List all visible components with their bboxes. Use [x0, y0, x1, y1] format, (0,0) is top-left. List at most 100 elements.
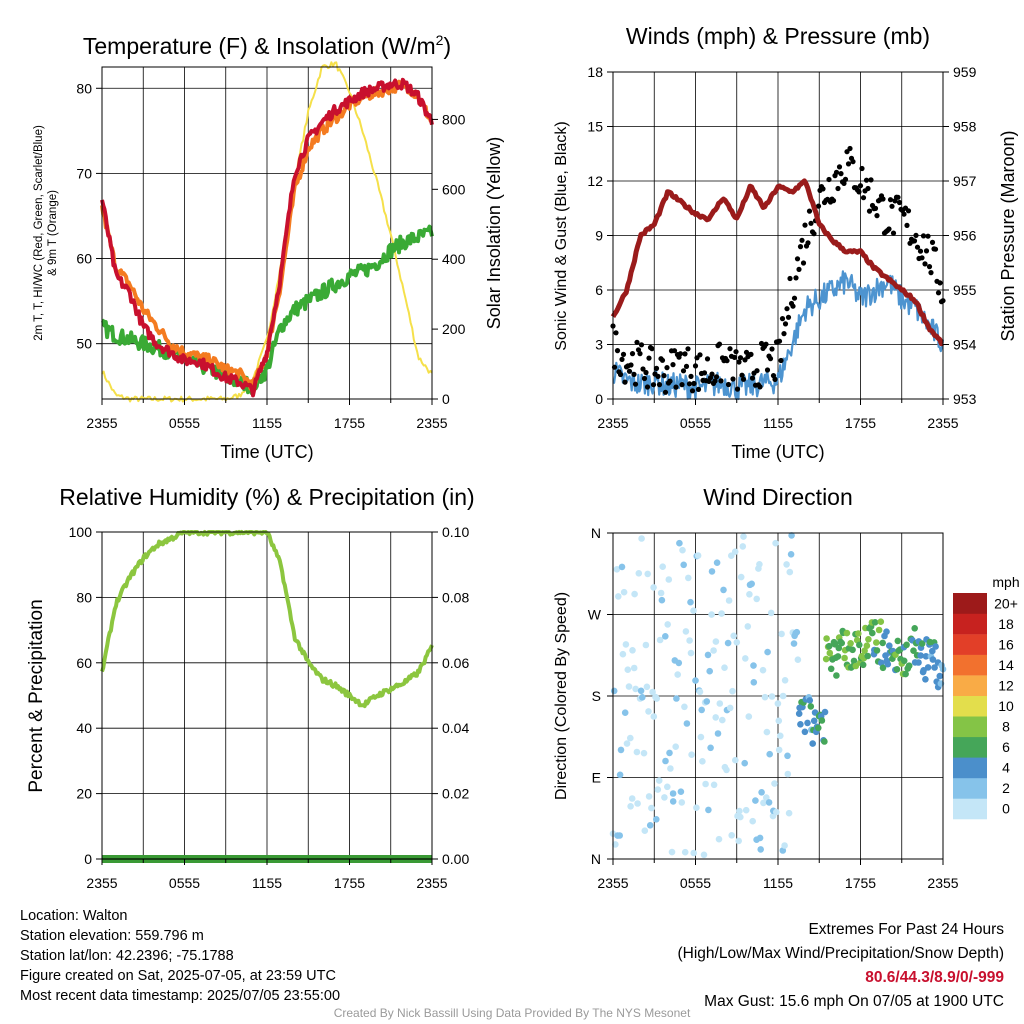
y-tick-label-left: 100	[69, 524, 93, 540]
wind-panel-title: Winds (mph) & Pressure (mb)	[626, 23, 930, 49]
temp-ylabel-left-2: & 9m T (Orange)	[47, 190, 59, 276]
direction-point	[879, 639, 886, 647]
gust-point	[874, 213, 880, 219]
y-tick-label-left: 40	[76, 720, 92, 736]
y-tick-label-left: 80	[76, 80, 92, 96]
gust-point	[655, 373, 661, 379]
gust-point	[935, 290, 942, 296]
direction-point	[634, 800, 641, 807]
x-tick-label: 1155	[252, 875, 282, 891]
extremes-box: Extremes For Past 24 Hours (High/Low/Max…	[678, 918, 1005, 1014]
direction-point	[679, 546, 686, 554]
colorbar-label: 12	[998, 678, 1014, 694]
gust-point	[811, 231, 817, 237]
direction-point	[637, 687, 645, 695]
x-tick-label: 2355	[86, 415, 117, 431]
direction-point	[686, 637, 693, 644]
direction-point	[801, 728, 809, 736]
y-tick-label-left: 9	[595, 228, 603, 244]
gust-point	[697, 352, 703, 358]
gust-point	[835, 185, 841, 192]
gust-point	[712, 378, 718, 384]
gust-point	[863, 177, 870, 183]
direction-point	[793, 628, 801, 636]
gust-point	[659, 357, 666, 363]
y-tick-label-right: 954	[953, 337, 977, 353]
direction-point	[712, 638, 720, 645]
direction-point	[903, 641, 910, 649]
direction-point	[685, 574, 692, 582]
direction-point	[687, 598, 694, 606]
direction-point	[610, 687, 618, 695]
direction-point	[739, 543, 747, 550]
gust-point	[880, 196, 886, 202]
rh-ticks: 0 20 40 60 80 100 0.00 0.02 0.04 0.06 0.08 0.10 2355…	[69, 524, 470, 891]
direction-point	[773, 808, 780, 816]
dir-panel-title: Wind Direction	[703, 484, 853, 510]
extremes-heading: Extremes For Past 24 Hours	[808, 921, 1004, 938]
direction-point	[849, 646, 856, 654]
gust-point	[847, 145, 853, 152]
direction-point	[678, 799, 686, 806]
gust-point	[791, 295, 798, 301]
temp-series	[100, 61, 434, 403]
gust-point	[923, 248, 930, 254]
direction-point	[915, 659, 922, 666]
direction-point	[768, 693, 776, 700]
direction-point	[653, 695, 660, 702]
direction-point	[697, 733, 705, 741]
x-tick-label: 1155	[763, 415, 793, 431]
x-tick-label: 2355	[416, 415, 447, 431]
direction-point	[612, 841, 619, 848]
direction-point	[869, 629, 876, 637]
colorbar-label: 2	[1002, 780, 1010, 796]
direction-point	[650, 584, 657, 591]
direction-point	[806, 697, 814, 704]
gust-point	[709, 371, 715, 377]
direction-point	[631, 590, 638, 598]
direction-point	[746, 591, 753, 598]
gust-point	[628, 362, 634, 368]
temp-ylabel-right: Solar Insolation (Yellow)	[484, 137, 504, 329]
gust-point	[736, 359, 742, 365]
direction-point	[699, 758, 706, 765]
y-tick-label-left: 12	[587, 173, 603, 189]
direction-point	[633, 748, 641, 756]
gust-point	[614, 348, 621, 354]
direction-point	[733, 639, 741, 646]
direction-point	[790, 640, 798, 647]
extremes-values: 80.6/44.3/8.9/0/-999	[865, 969, 1004, 986]
colorbar-swatch	[953, 736, 987, 758]
direction-point	[681, 703, 688, 711]
direction-point	[732, 756, 739, 764]
direction-point	[615, 593, 622, 600]
direction-point	[757, 846, 764, 853]
direction-point	[667, 765, 674, 772]
gust-point	[887, 197, 894, 203]
direction-point	[680, 561, 687, 569]
gust-point	[733, 349, 739, 355]
direction-point	[785, 809, 793, 817]
gust-point	[619, 356, 625, 362]
direction-point	[850, 657, 858, 665]
direction-point	[886, 642, 893, 649]
y-tick-label-right: 957	[953, 173, 977, 189]
direction-point	[712, 714, 719, 721]
direction-point	[763, 794, 770, 801]
direction-point	[720, 586, 727, 594]
direction-point	[625, 683, 633, 690]
gust-point	[673, 384, 679, 390]
direction-point	[669, 790, 677, 797]
direction-point	[893, 666, 901, 673]
gust-point	[787, 275, 793, 282]
direction-point	[627, 803, 634, 810]
colorbar-label: 8	[1002, 719, 1010, 735]
gust-point	[769, 346, 775, 352]
y-tick-label-left: 60	[76, 655, 92, 671]
dir-ticks: N E S W N 2355 0555 1155 1755 2355	[588, 525, 959, 891]
y-tick-label-right: 0	[442, 391, 450, 407]
gust-point	[641, 375, 648, 382]
y-tick-label-right: 0.04	[442, 720, 469, 736]
direction-point	[764, 648, 771, 656]
direction-point	[758, 789, 765, 796]
